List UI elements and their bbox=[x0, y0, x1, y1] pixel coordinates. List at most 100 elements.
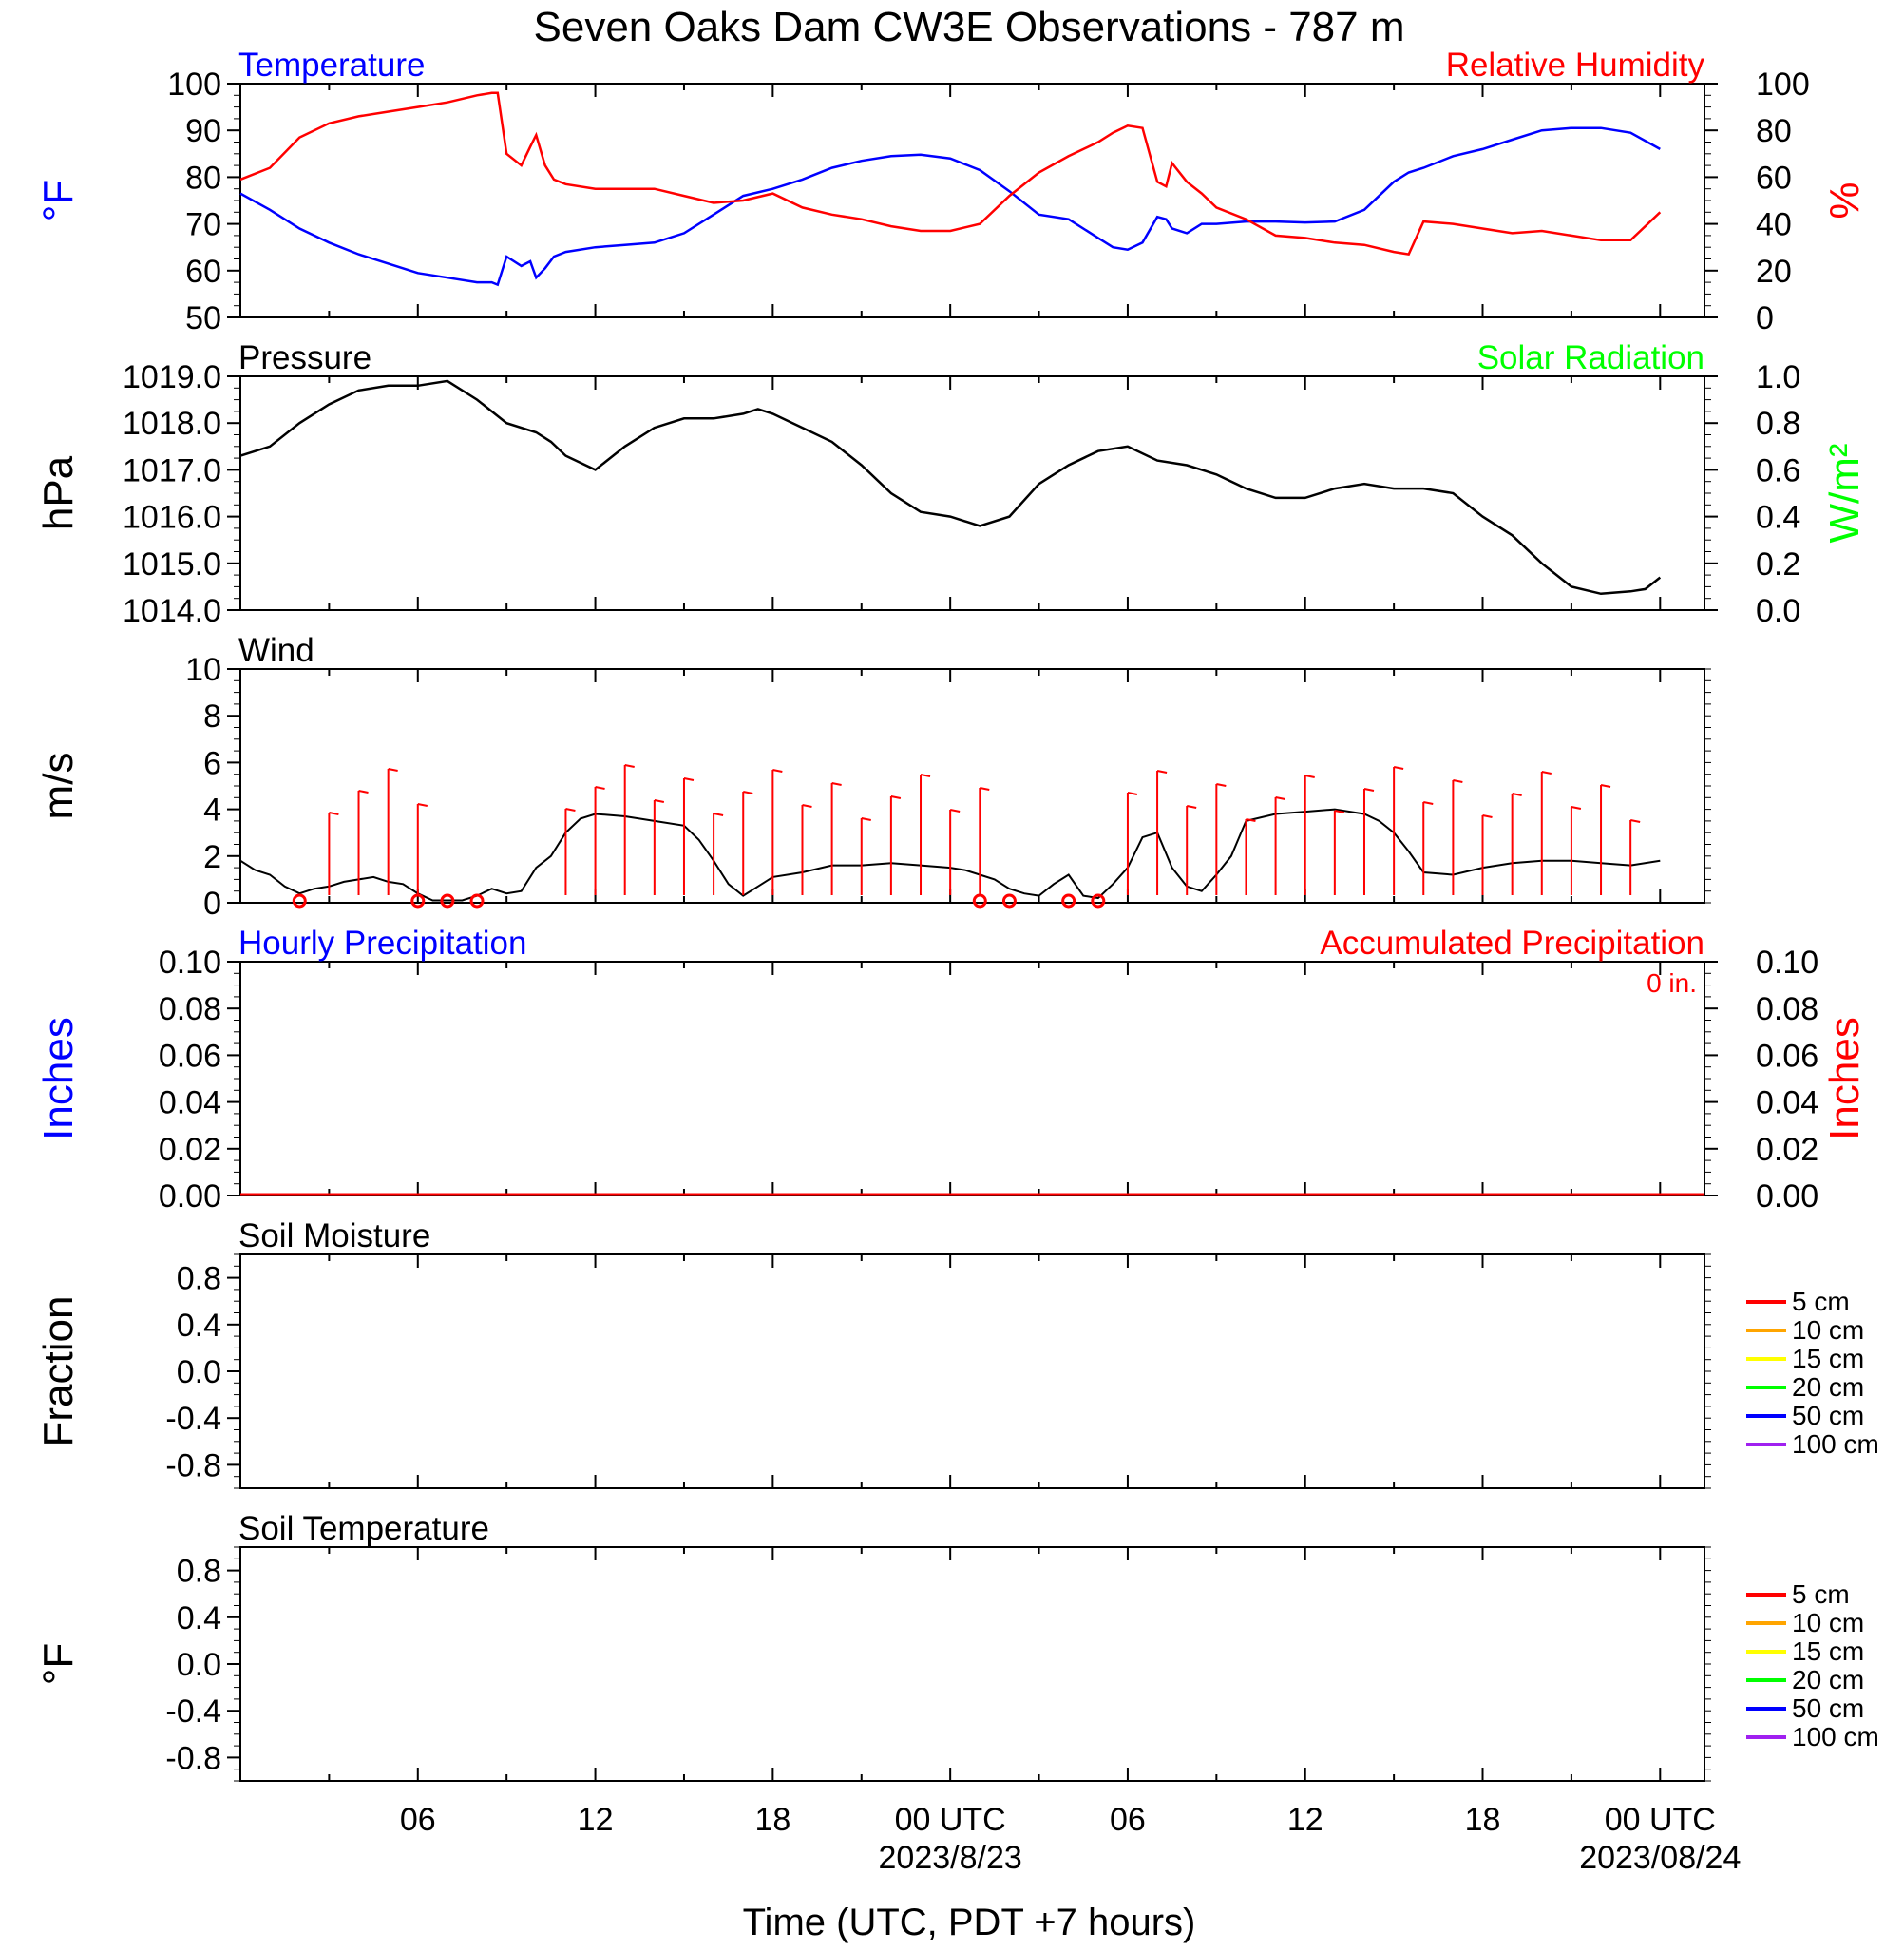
panel-title-left: Soil Moisture bbox=[238, 1217, 430, 1254]
legend-label: 15 cm bbox=[1792, 1636, 1864, 1666]
wind-barb-flag bbox=[949, 809, 961, 813]
calm-wind-marker bbox=[292, 893, 307, 909]
wind-barb-flag bbox=[1423, 801, 1434, 805]
wind-barb-flag bbox=[1334, 810, 1345, 813]
right-tick-label: 0.10 bbox=[1756, 945, 1818, 981]
wind-barb-flag bbox=[1512, 793, 1522, 796]
x-date-label: 2023/08/24 bbox=[1579, 1840, 1741, 1876]
wind-barb-flag bbox=[743, 791, 753, 794]
left-axis-unit: °F bbox=[35, 1643, 82, 1685]
left-tick-label: 0.00 bbox=[159, 1178, 221, 1215]
wind-barb-flag bbox=[1275, 796, 1285, 800]
panel-title-left: Soil Temperature bbox=[238, 1510, 489, 1547]
pressure-line bbox=[239, 379, 1662, 596]
left-tick-label: 0.04 bbox=[159, 1085, 221, 1121]
left-tick-label: 1015.0 bbox=[123, 546, 221, 583]
temperature-line bbox=[239, 126, 1661, 287]
wind-barb-flag bbox=[713, 813, 724, 816]
left-axis-unit: Inches bbox=[35, 1017, 82, 1140]
right-tick-label: 0.08 bbox=[1756, 991, 1818, 1027]
left-tick-label: 60 bbox=[185, 254, 221, 290]
wind-barb-flag bbox=[654, 799, 665, 803]
right-tick-label: 0.6 bbox=[1756, 452, 1800, 488]
left-tick-label: 4 bbox=[203, 793, 221, 829]
left-tick-label: 0.06 bbox=[159, 1038, 221, 1074]
left-tick-label: 0.8 bbox=[177, 1261, 221, 1297]
wind-barb-flag bbox=[358, 790, 369, 794]
x-tick-label: 12 bbox=[1287, 1802, 1323, 1838]
left-tick-label: 10 bbox=[185, 652, 221, 688]
right-tick-label: 0.2 bbox=[1756, 546, 1800, 583]
right-tick-label: 20 bbox=[1756, 254, 1792, 290]
right-tick-label: 1.0 bbox=[1756, 359, 1800, 395]
left-tick-label: 1016.0 bbox=[123, 500, 221, 536]
left-axis-unit: hPa bbox=[35, 455, 82, 530]
calm-wind-marker bbox=[1091, 893, 1106, 909]
calm-wind-marker bbox=[469, 893, 485, 909]
left-tick-label: 0.4 bbox=[177, 1308, 221, 1344]
left-tick-label: 6 bbox=[203, 745, 221, 781]
wind-barb-flag bbox=[565, 808, 576, 812]
wind-barb-flag bbox=[1393, 766, 1404, 770]
x-tick-label: 00 UTC bbox=[895, 1802, 1006, 1838]
x-tick-label: 18 bbox=[754, 1802, 790, 1838]
wind-barb-flag bbox=[831, 782, 842, 786]
wind-barb-flag bbox=[772, 769, 783, 773]
right-tick-label: 0.06 bbox=[1756, 1038, 1818, 1074]
left-tick-label: 0.02 bbox=[159, 1132, 221, 1168]
left-tick-label: 8 bbox=[203, 698, 221, 735]
left-tick-label: 0.08 bbox=[159, 991, 221, 1027]
accumulated-total: 0 in. bbox=[1647, 968, 1697, 998]
x-tick-label: 00 UTC bbox=[1605, 1802, 1716, 1838]
right-tick-label: 0.02 bbox=[1756, 1132, 1818, 1168]
right-tick-label: 80 bbox=[1756, 113, 1792, 149]
right-tick-label: 0.04 bbox=[1756, 1085, 1818, 1121]
wind-barb-flag bbox=[1363, 788, 1375, 792]
panel-title-left: Hourly Precipitation bbox=[238, 925, 526, 962]
panel-title-left: Pressure bbox=[238, 339, 371, 376]
wind-barb-flag bbox=[920, 774, 931, 777]
wind-barb-flag bbox=[1187, 805, 1197, 809]
left-tick-label: 0.8 bbox=[177, 1554, 221, 1590]
wind-barb-flag bbox=[1246, 818, 1256, 822]
right-tick-label: 0.8 bbox=[1756, 406, 1800, 442]
left-tick-label: 0.0 bbox=[177, 1354, 221, 1390]
left-tick-label: 90 bbox=[185, 113, 221, 149]
panel-title-right: Accumulated Precipitation bbox=[1320, 925, 1704, 962]
legend-label: 50 cm bbox=[1792, 1401, 1864, 1430]
panel-title-left: Temperature bbox=[238, 47, 425, 84]
right-axis-unit: Inches bbox=[1821, 1017, 1868, 1140]
left-axis-unit: m/s bbox=[35, 753, 82, 820]
x-tick-label: 12 bbox=[578, 1802, 614, 1838]
left-tick-label: 0.4 bbox=[177, 1600, 221, 1636]
wind-barb-flag bbox=[1629, 819, 1641, 823]
legend-label: 10 cm bbox=[1792, 1315, 1864, 1345]
legend-label: 50 cm bbox=[1792, 1693, 1864, 1723]
right-tick-label: 0.4 bbox=[1756, 500, 1800, 536]
right-axis-unit: % bbox=[1821, 182, 1868, 219]
humidity-line bbox=[239, 91, 1662, 256]
legend-label: 15 cm bbox=[1792, 1344, 1864, 1373]
left-tick-label: 50 bbox=[185, 300, 221, 336]
legend-label: 100 cm bbox=[1792, 1429, 1879, 1459]
legend-label: 100 cm bbox=[1792, 1722, 1879, 1751]
wind-barb-flag bbox=[624, 764, 635, 768]
wind-barb-flag bbox=[388, 768, 398, 772]
legend-label: 20 cm bbox=[1792, 1372, 1864, 1402]
wind-barb-flag bbox=[1482, 814, 1493, 818]
legend-label: 5 cm bbox=[1792, 1287, 1850, 1316]
wind-barb-flag bbox=[417, 803, 428, 807]
wind-barb-flag bbox=[683, 777, 695, 781]
wind-barb-flag bbox=[890, 795, 902, 799]
left-tick-label: 1017.0 bbox=[123, 452, 221, 488]
wind-barb-flag bbox=[1571, 806, 1582, 810]
left-tick-label: 1014.0 bbox=[123, 593, 221, 629]
left-axis-unit: °F bbox=[35, 180, 82, 221]
x-tick-label: 06 bbox=[400, 1802, 436, 1838]
panel-title-right: Solar Radiation bbox=[1477, 339, 1704, 376]
wind-barb-flag bbox=[1304, 775, 1315, 778]
right-tick-label: 100 bbox=[1756, 67, 1810, 103]
